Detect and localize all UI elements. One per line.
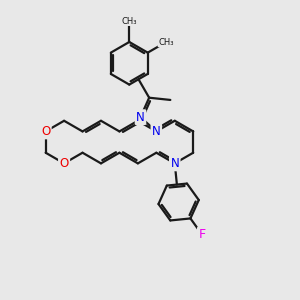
Text: N: N xyxy=(136,111,145,124)
Text: F: F xyxy=(199,228,206,241)
Text: N: N xyxy=(170,157,179,170)
Text: O: O xyxy=(41,125,50,138)
Text: N: N xyxy=(152,125,161,138)
Text: CH₃: CH₃ xyxy=(122,16,137,26)
Text: O: O xyxy=(59,157,69,170)
Text: CH₃: CH₃ xyxy=(158,38,174,47)
